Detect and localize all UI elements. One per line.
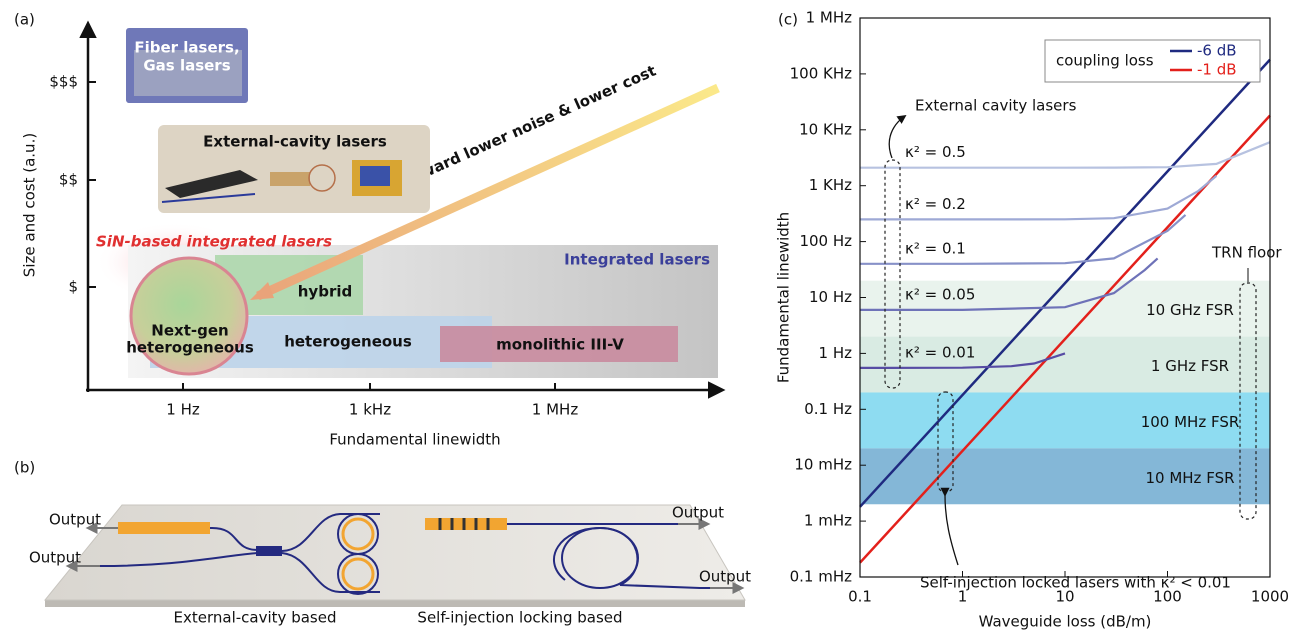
output-label: Output bbox=[699, 568, 751, 586]
annotation: External cavity lasers bbox=[915, 97, 1077, 115]
curve-label: κ² = 0.2 bbox=[905, 195, 966, 213]
coupler bbox=[256, 546, 282, 556]
output-label: Output bbox=[49, 511, 101, 529]
caption: Self-injection locking based bbox=[417, 609, 622, 627]
y-tick-label: 100 KHz bbox=[790, 64, 853, 82]
y-tick-label: 0.1 mHz bbox=[790, 568, 853, 586]
fiber-label: Gas lasers bbox=[143, 57, 230, 75]
legend-title: coupling loss bbox=[1056, 52, 1154, 70]
annotation-arrow bbox=[889, 116, 905, 158]
legend-label: -1 dB bbox=[1197, 61, 1237, 79]
fiber-label: Fiber lasers, bbox=[134, 39, 239, 57]
sin-label: SiN-based integrated lasers bbox=[96, 233, 332, 251]
output-label: Output bbox=[672, 504, 724, 522]
y-tick-label: 1 MHz bbox=[806, 9, 853, 27]
external-cavity-label: External-cavity lasers bbox=[203, 133, 387, 151]
x-tick-label: 1 MHz bbox=[532, 401, 579, 419]
next-gen-circle bbox=[131, 258, 247, 374]
caption: External-cavity based bbox=[174, 609, 337, 627]
chip-edge bbox=[45, 600, 745, 607]
annotation-arrow bbox=[945, 495, 958, 565]
panel-c: 10 GHz FSR 1 GHz FSR 100 MHz FSR 10 MHz FSR… bbox=[775, 9, 1290, 631]
legend-label: -6 dB bbox=[1197, 42, 1237, 60]
next-gen-label: heterogeneous bbox=[126, 339, 254, 357]
annotation: Self-injection locked lasers with κ² < 0… bbox=[920, 574, 1231, 592]
heterogeneous-label: heterogeneous bbox=[284, 333, 412, 351]
hybrid-label: hybrid bbox=[298, 283, 352, 301]
band-label: 100 MHz FSR bbox=[1141, 413, 1240, 431]
x-tick-label: 1 Hz bbox=[166, 401, 200, 419]
y-tick-label: $$$ bbox=[49, 73, 78, 91]
band-label: 10 MHz FSR bbox=[1145, 469, 1234, 487]
band-label: 1 GHz FSR bbox=[1151, 357, 1229, 375]
x-axis-label: Fundamental linewidth bbox=[329, 431, 500, 449]
curve-label: κ² = 0.1 bbox=[905, 239, 966, 257]
monolithic-label: monolithic III-V bbox=[496, 336, 624, 354]
y-tick-label: 0.1 Hz bbox=[804, 400, 852, 418]
next-gen-label: Next-gen bbox=[151, 322, 228, 340]
y-tick-label: $$ bbox=[59, 171, 78, 189]
panel-b: (b) Output Output Output Output External… bbox=[14, 459, 751, 627]
integrated-label: Integrated lasers bbox=[564, 251, 710, 269]
panel-label: (b) bbox=[14, 459, 35, 477]
grating bbox=[118, 522, 210, 534]
y-axis-label: Fundamental linewidth bbox=[775, 212, 793, 383]
y-tick-label: 1 mHz bbox=[804, 512, 852, 530]
y-tick-label: 100 Hz bbox=[799, 232, 852, 250]
band-label: 10 GHz FSR bbox=[1146, 301, 1234, 319]
x-axis-label: Waveguide loss (dB/m) bbox=[979, 613, 1152, 631]
dfb-laser bbox=[425, 518, 507, 530]
figure: (a) Toward lower noise & lower cost $$$ … bbox=[0, 0, 1302, 635]
y-tick-label: 10 KHz bbox=[799, 120, 852, 138]
x-tick-label: 1 kHz bbox=[349, 401, 391, 419]
y-tick-label: 10 mHz bbox=[794, 456, 852, 474]
curve-label: κ² = 0.01 bbox=[905, 343, 975, 361]
panel-a: (a) Toward lower noise & lower cost $$$ … bbox=[14, 11, 722, 449]
curve-label: κ² = 0.5 bbox=[905, 143, 966, 161]
panel-label: (a) bbox=[14, 11, 35, 29]
page: { "panel_a": { "label": "(a)", "y_axis_l… bbox=[0, 0, 1302, 635]
panel-label: (c) bbox=[778, 11, 798, 29]
x-tick-label: 1000 bbox=[1251, 588, 1289, 606]
y-tick-label: 10 Hz bbox=[809, 288, 852, 306]
annotation: TRN floor bbox=[1211, 244, 1282, 262]
y-tick-label: $ bbox=[68, 278, 78, 296]
curve-label: κ² = 0.05 bbox=[905, 285, 975, 303]
output-label: Output bbox=[29, 549, 81, 567]
x-tick-label: 0.1 bbox=[848, 588, 872, 606]
device-icon bbox=[360, 166, 390, 186]
device-icon bbox=[270, 172, 310, 186]
y-axis-label: Size and cost (a.u.) bbox=[21, 133, 39, 277]
y-tick-label: 1 KHz bbox=[809, 176, 852, 194]
y-tick-label: 1 Hz bbox=[819, 344, 853, 362]
